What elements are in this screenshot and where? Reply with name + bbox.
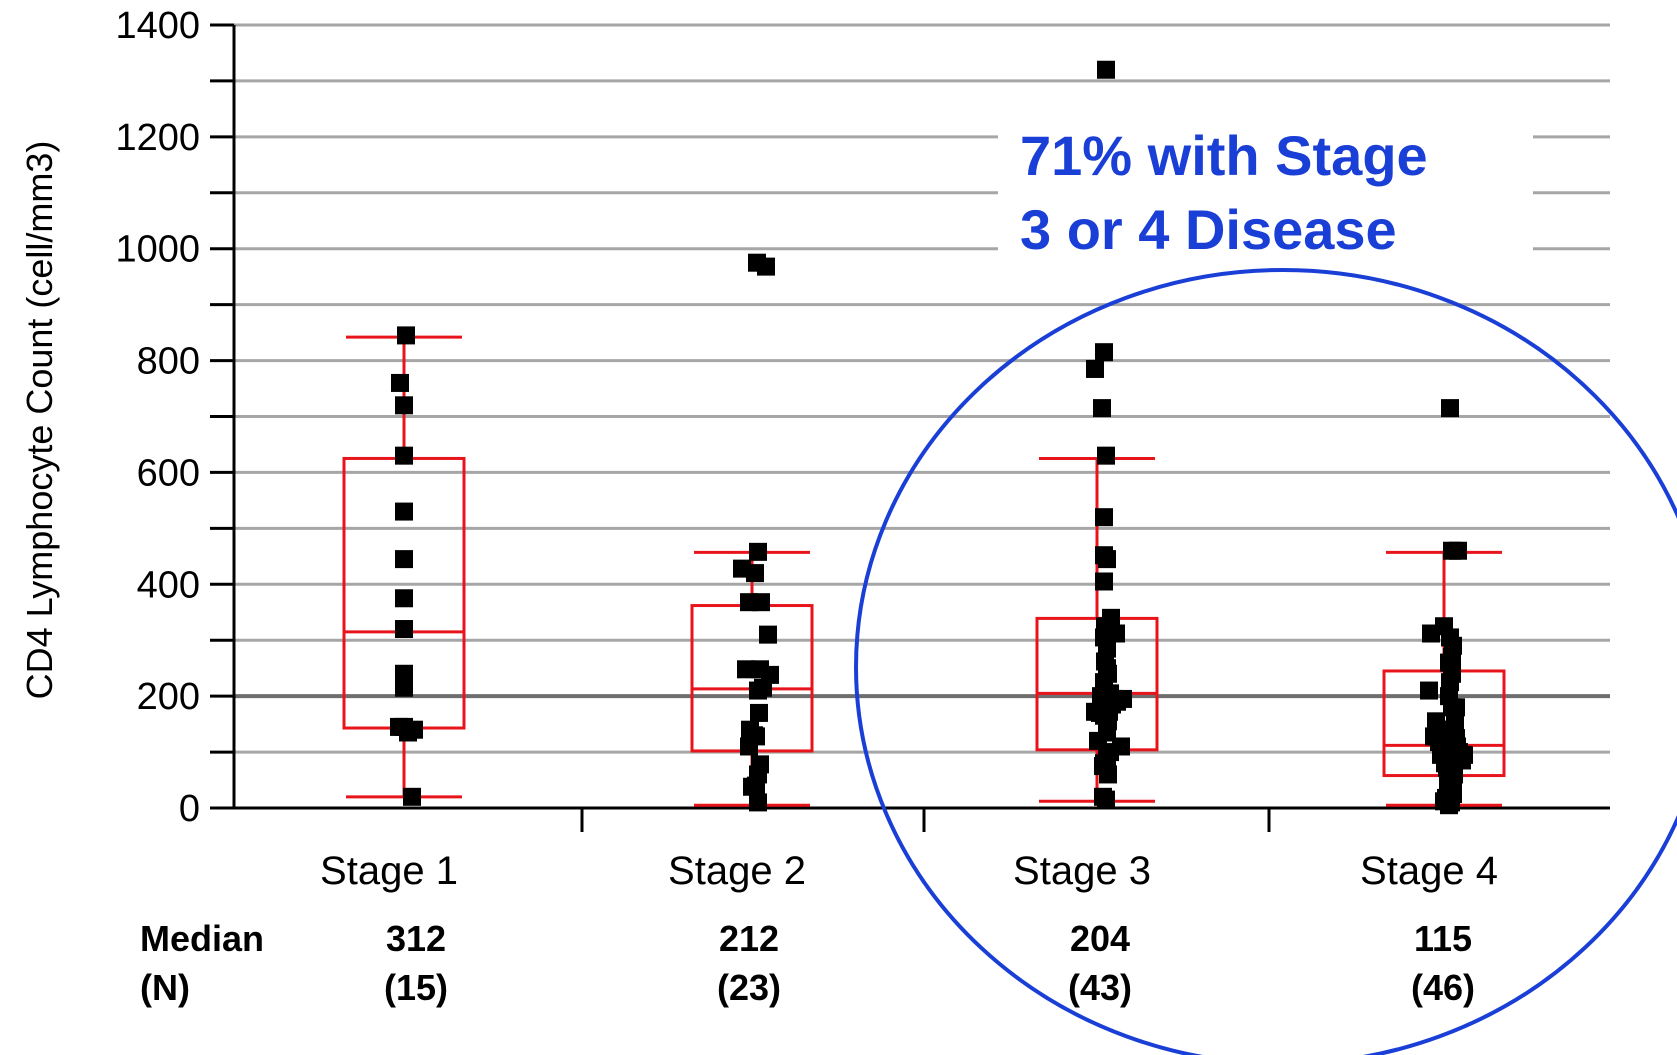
data-point <box>749 793 767 812</box>
data-point <box>752 593 770 612</box>
data-point <box>391 373 409 392</box>
data-point <box>1086 359 1104 378</box>
box-plots <box>342 335 1506 807</box>
n-value: (46) <box>1411 967 1475 1008</box>
data-point <box>1097 60 1115 79</box>
y-tick-label: 800 <box>137 341 200 383</box>
data-point <box>1441 673 1459 692</box>
data-point <box>1097 790 1115 809</box>
data-point <box>395 589 413 608</box>
data-point <box>1438 758 1456 777</box>
median-value: 115 <box>1414 918 1472 959</box>
annotation-line-1: 71% with Stage <box>1020 124 1428 187</box>
data-point <box>395 502 413 521</box>
data-points <box>390 60 1473 815</box>
data-point <box>1097 446 1115 465</box>
data-point <box>395 664 413 683</box>
median-row-label: Median <box>140 918 264 959</box>
data-point <box>395 678 413 697</box>
category-label: Stage 1 <box>320 849 458 893</box>
data-point <box>1448 737 1466 756</box>
y-tick-labels: 0 200 400 600 800 1000 1200 1400 <box>115 5 200 830</box>
data-point <box>1447 698 1465 717</box>
category-label: Stage 2 <box>668 849 806 893</box>
data-point <box>1422 624 1440 643</box>
median-value: 312 <box>386 918 446 959</box>
data-point <box>1099 765 1117 784</box>
annotation-line-2: 3 or 4 Disease <box>1020 198 1397 261</box>
data-point <box>737 660 755 679</box>
data-point <box>1437 788 1455 807</box>
data-point <box>395 550 413 569</box>
y-tick-label: 600 <box>137 452 200 494</box>
y-tick-label: 400 <box>137 564 200 606</box>
data-point <box>1089 731 1107 750</box>
data-point <box>1420 681 1438 700</box>
category-labels: Stage 1 Stage 2 Stage 3 Stage 4 <box>320 849 1498 893</box>
data-point <box>395 396 413 415</box>
annotation: 71% with Stage 3 or 4 Disease <box>854 113 1677 1055</box>
y-tick-label: 1200 <box>115 117 200 159</box>
y-tick-label: 200 <box>137 676 200 718</box>
data-point <box>749 681 767 700</box>
data-point <box>1093 399 1111 418</box>
data-point <box>403 787 421 806</box>
data-point <box>395 620 413 639</box>
y-tick-label: 0 <box>179 788 200 830</box>
data-point <box>759 625 777 644</box>
data-point <box>757 257 775 276</box>
axes <box>210 23 1610 832</box>
data-point <box>1095 572 1113 591</box>
data-point <box>390 717 408 736</box>
data-point <box>1095 343 1113 362</box>
data-point <box>405 720 423 739</box>
data-point <box>745 726 763 745</box>
category-label: Stage 3 <box>1013 849 1151 893</box>
n-value: (43) <box>1068 967 1132 1008</box>
annotation-circle <box>854 268 1677 1055</box>
y-axis-label: CD4 Lymphocyte Count (cell/mm3) <box>19 141 60 700</box>
data-point <box>1449 541 1467 560</box>
data-point <box>1095 508 1113 527</box>
data-point <box>750 703 768 722</box>
n-value: (15) <box>384 967 448 1008</box>
n-row-label: (N) <box>140 967 190 1008</box>
median-value: 212 <box>719 918 779 959</box>
data-point <box>1445 723 1463 742</box>
y-tick-label: 1000 <box>115 229 200 271</box>
data-point <box>397 326 415 345</box>
category-label: Stage 4 <box>1360 849 1498 893</box>
summary-table: Median (N) 312 212 204 115 (15) (23) (43) (46) <box>140 918 1475 1008</box>
data-point <box>1441 399 1459 418</box>
data-point <box>395 446 413 465</box>
data-point <box>743 777 761 796</box>
median-value: 204 <box>1070 918 1130 959</box>
y-tick-label: 1400 <box>115 5 200 47</box>
data-point <box>749 542 767 561</box>
annotation-text-background <box>998 113 1533 264</box>
n-value: (23) <box>717 967 781 1008</box>
data-point <box>1425 727 1443 746</box>
data-point <box>746 564 764 583</box>
data-point <box>1098 550 1116 569</box>
